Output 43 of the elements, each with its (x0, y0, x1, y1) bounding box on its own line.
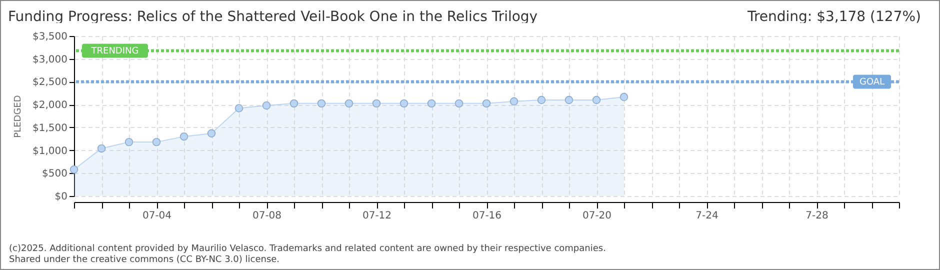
point (482, 99, 491, 108)
x-tick-label: 07-16 (472, 210, 502, 222)
point (372, 99, 381, 108)
y-tick-label: $500 (42, 168, 68, 180)
point (400, 99, 408, 108)
x-tick-label: 07-04 (142, 210, 172, 222)
point (564, 96, 574, 104)
ref-line-label: TRENDING (90, 46, 139, 57)
point (70, 165, 78, 174)
point (620, 92, 628, 102)
y-tick-label: $3,000 (32, 54, 68, 66)
y-tick-label: $2,500 (32, 77, 68, 88)
point (97, 144, 106, 153)
point (427, 99, 436, 108)
point (290, 99, 298, 108)
point (510, 97, 518, 106)
point (317, 99, 326, 108)
text: (c)2025. Additional content provided by Maurilio Velasco. Trademarks and related content are owned by their respective companies. (9, 244, 606, 255)
point (152, 138, 161, 146)
x-tick-label: 07-20 (582, 210, 612, 222)
y-tick-label: $0 (54, 192, 68, 202)
point (592, 96, 601, 104)
point (180, 132, 188, 141)
point (537, 96, 546, 104)
x-tick-label: 07-12 (362, 210, 392, 222)
x-tick-label: 7-24 (696, 210, 718, 222)
chart-subtitle: Trending: $3,178 (127%) (747, 9, 921, 27)
y-tick-label: $2,000 (32, 100, 68, 112)
x-tick-label: 07-08 (252, 210, 282, 222)
ref-line-label: GOAL (859, 78, 885, 88)
point (262, 101, 271, 110)
y-tick-label: $1,000 (32, 146, 68, 157)
point (454, 99, 464, 108)
y-tick-label: $1,500 (32, 122, 68, 134)
chart-title: Funding Progress: Relics of the Shattered Veil-Book One in the Relics Trilogy (8, 9, 538, 27)
point (234, 104, 244, 112)
y-axis-title: PLEDGED (14, 95, 24, 138)
point (344, 99, 354, 108)
text: Shared under the creative commons (CC BY-NC 3.0) license. (9, 255, 281, 266)
y-tick-label: $3,500 (32, 32, 68, 42)
point (124, 138, 134, 146)
x-tick-label: 7-28 (806, 210, 828, 222)
point (207, 129, 216, 138)
